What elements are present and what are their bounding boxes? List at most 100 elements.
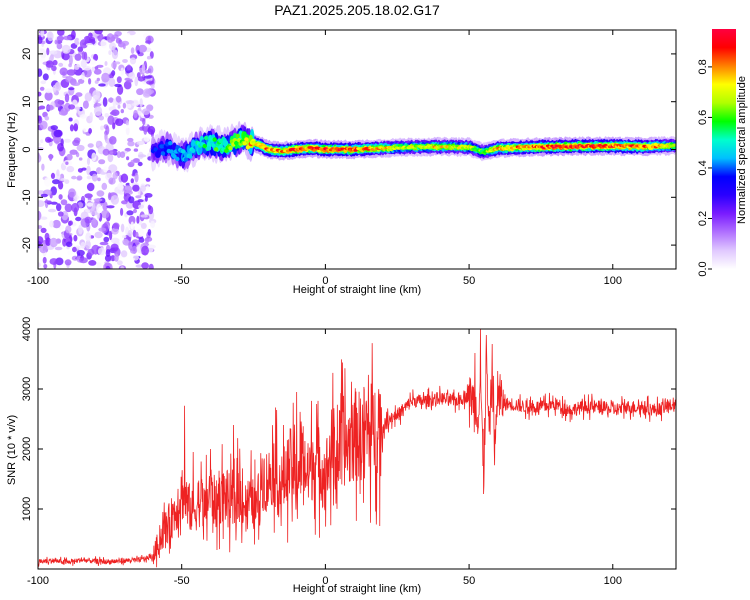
heatmap-noise-cell: [133, 109, 138, 119]
heatmap-noise-cell: [85, 240, 91, 250]
heatmap-noise-cell: [136, 88, 144, 96]
heatmap-noise-cell: [120, 109, 125, 114]
heatmap-noise-cell: [147, 204, 152, 211]
heatmap-noise-cell: [52, 179, 60, 185]
heatmap-noise-cell: [108, 164, 118, 173]
heatmap-noise-cell: [50, 172, 56, 179]
snr-xtick-label: 0: [322, 575, 328, 587]
heatmap-noise-cell: [125, 120, 129, 126]
heatmap-noise-cell: [58, 110, 68, 116]
heatmap-noise-cell: [69, 124, 74, 132]
heatmap-noise-cell: [146, 55, 152, 60]
heatmap-noise-cell: [91, 173, 98, 182]
heatmap-noise-cell: [86, 43, 93, 47]
heatmap-noise-cell: [38, 115, 43, 124]
heatmap-noise-cell: [111, 61, 117, 69]
heatmap-noise-cell: [44, 177, 51, 187]
heatmap-noise-cell: [102, 97, 108, 107]
heatmap-noise-cell: [143, 127, 148, 135]
heatmap-ridge-cell: [153, 147, 158, 152]
colorbar: 0.0 0.2 0.4 0.6 0.8 Normalized spectral ampl…: [697, 29, 748, 277]
heatmap-noise-cell: [145, 40, 152, 44]
heatmap-ridge-cell: [188, 154, 193, 159]
heatmap-noise-cell: [138, 44, 147, 53]
heatmap-noise-cell: [115, 95, 122, 103]
heatmap-noise-cell: [65, 241, 73, 248]
heatmap-noise-cell: [133, 208, 137, 214]
heatmap-noise-cell: [131, 36, 136, 43]
heatmap-ytick-label: -20: [21, 237, 33, 253]
heatmap-ytick-label: 20: [21, 48, 33, 60]
heatmap-noise-cell: [120, 223, 125, 233]
heatmap-noise-cell: [78, 157, 83, 161]
heatmap-noise-cell: [88, 127, 92, 134]
heatmap-noise-cell: [88, 78, 92, 85]
heatmap-noise-cell: [64, 259, 72, 266]
heatmap-noise-cell: [38, 154, 42, 163]
heatmap-noise-cell: [94, 30, 103, 35]
heatmap-xtick-label: -100: [27, 275, 49, 287]
heatmap-ylabel: Frequency (Hz): [6, 112, 18, 188]
heatmap-noise-cell: [68, 117, 73, 122]
heatmap-noise-cell: [144, 193, 153, 198]
heatmap-noise-cell: [54, 246, 63, 251]
heatmap-noise-cell: [56, 42, 63, 50]
heatmap-noise-cell: [130, 178, 134, 184]
heatmap-ridge-cell: [242, 141, 248, 146]
heatmap-noise-cell: [64, 203, 73, 213]
heatmap-noise-cell: [148, 263, 154, 269]
heatmap-noise-cell: [96, 77, 101, 82]
heatmap-noise-cell: [105, 265, 111, 269]
heatmap-noise-cell: [84, 92, 93, 102]
heatmap-noise-cell: [81, 51, 86, 60]
heatmap-noise-cell: [38, 262, 41, 268]
heatmap-noise-cell: [68, 188, 76, 198]
snr-ytick-label: 1000: [21, 497, 33, 521]
heatmap-noise-cell: [88, 260, 97, 266]
heatmap-noise-cell: [135, 195, 142, 199]
heatmap-noise-cell: [122, 43, 126, 50]
heatmap-noise-cell: [93, 68, 102, 75]
heatmap-noise-cell: [104, 61, 108, 66]
heatmap-noise-cell: [38, 147, 45, 151]
heatmap-noise-cell: [76, 249, 85, 256]
heatmap-noise-cell: [50, 201, 58, 205]
heatmap-noise-cell: [103, 236, 110, 243]
colorbar-tick-label: 0.0: [697, 261, 709, 276]
heatmap-noise-cell: [132, 245, 137, 254]
heatmap-noise-cell: [112, 98, 116, 109]
snr-line-chart: -100 -50 0 50 100 1000 2000 3000 4000 Height of…: [6, 317, 677, 595]
heatmap-noise-cell: [49, 237, 58, 248]
heatmap-xlabel: Height of straight line (km): [293, 284, 421, 296]
heatmap-noise-cell: [147, 125, 156, 135]
snr-ytick-label: 4000: [21, 317, 33, 341]
heatmap-noise-cell: [144, 70, 150, 74]
heatmap-noise-cell: [106, 205, 115, 209]
heatmap-noise-cell: [38, 200, 45, 207]
snr-ylabel: SNR (10 * v/v): [6, 415, 18, 485]
heatmap-noise-cell: [100, 39, 108, 49]
heatmap-noise-cell: [104, 113, 109, 118]
heatmap-noise-cell: [115, 118, 124, 126]
heatmap-noise-cell: [82, 125, 89, 133]
heatmap-noise-cell: [98, 115, 105, 121]
heatmap-noise-cell: [103, 166, 108, 173]
heatmap-noise-cell: [49, 220, 54, 228]
heatmap-noise-cell: [107, 150, 117, 155]
snr-xtick-label: 50: [463, 575, 475, 587]
heatmap-noise-cell: [150, 220, 156, 228]
heatmap-noise-cell: [93, 53, 99, 62]
heatmap-noise-cell: [74, 53, 82, 61]
heatmap-noise-cell: [38, 236, 44, 245]
heatmap-noise-cell: [49, 153, 53, 161]
heatmap-noise-cell: [49, 50, 58, 55]
heatmap-noise-cell: [96, 64, 104, 68]
heatmap-noise-cell: [73, 234, 78, 242]
heatmap-noise-cell: [97, 247, 106, 256]
heatmap-noise-cell: [66, 153, 73, 161]
heatmap-noise-cell: [125, 100, 135, 104]
heatmap-noise-cell: [107, 97, 115, 103]
heatmap-noise-cell: [65, 161, 69, 165]
heatmap-noise-cell: [85, 208, 91, 213]
heatmap-xtick-label: 100: [604, 275, 622, 287]
